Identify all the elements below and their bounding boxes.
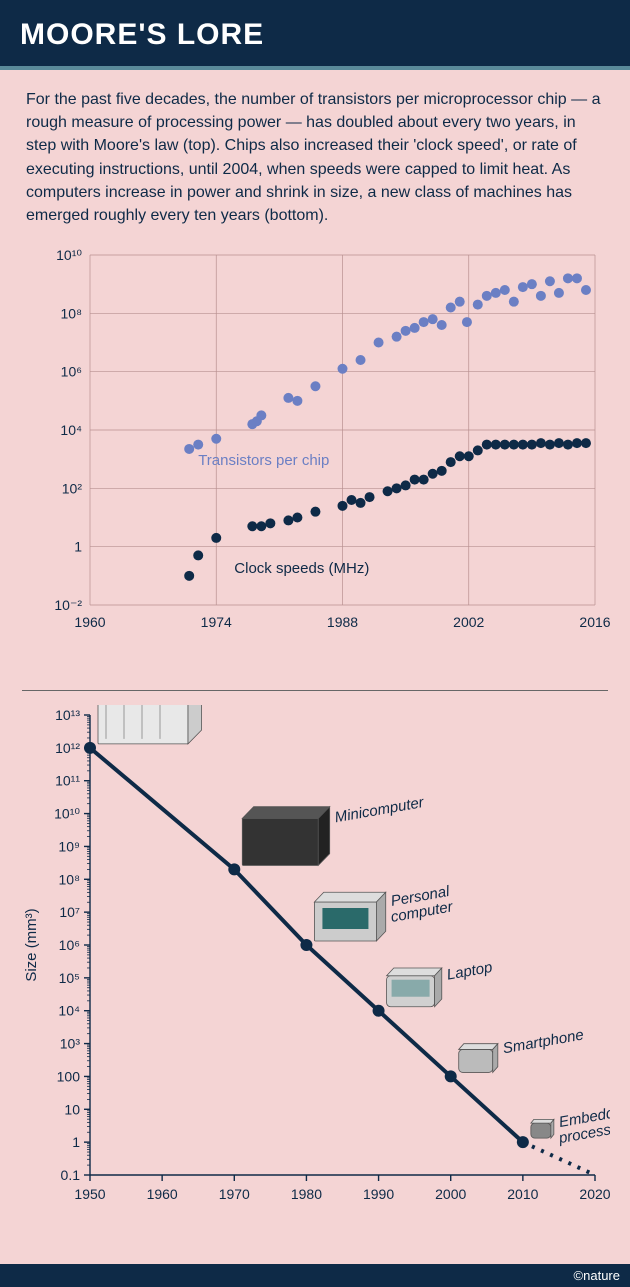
svg-text:10⁵: 10⁵ [59,970,80,986]
svg-text:1970: 1970 [219,1186,250,1202]
svg-text:Laptop: Laptop [446,959,494,984]
description: For the past five decades, the number of… [0,70,630,237]
svg-text:10⁶: 10⁶ [61,364,82,380]
svg-text:100: 100 [57,1069,81,1085]
svg-text:10⁴: 10⁴ [60,422,82,438]
title: MOORE'S LORE [20,18,610,52]
svg-text:10¹⁰: 10¹⁰ [54,806,80,822]
header: MOORE'S LORE [0,0,630,70]
svg-text:2020: 2020 [579,1186,610,1202]
svg-text:10¹³: 10¹³ [55,707,80,723]
svg-text:10⁸: 10⁸ [59,871,81,887]
infographic-container: MOORE'S LORE For the past five decades, … [0,0,630,1287]
svg-text:1960: 1960 [74,614,105,630]
svg-text:1988: 1988 [327,614,358,630]
svg-text:2000: 2000 [435,1186,466,1202]
svg-text:1980: 1980 [291,1186,322,1202]
svg-text:10⁹: 10⁹ [58,839,80,855]
svg-text:10¹²: 10¹² [55,740,80,756]
svg-text:10¹⁰: 10¹⁰ [56,247,82,263]
svg-text:Size (mm³): Size (mm³) [23,908,40,981]
credit: ©nature [574,1268,620,1283]
svg-text:0.1: 0.1 [61,1167,81,1183]
footer: ©nature [0,1264,630,1287]
svg-text:10⁴: 10⁴ [58,1003,80,1019]
chart-top: 10⁻² 1 10² 10⁴ 10⁶ 10⁸ 10¹⁰ 1960 1974 1988 2002 201… [0,237,630,684]
svg-text:10³: 10³ [60,1036,81,1052]
svg-text:1: 1 [72,1134,80,1150]
svg-text:Transistors per chip: Transistors per chip [198,452,329,469]
svg-text:1990: 1990 [363,1186,394,1202]
svg-text:10⁸: 10⁸ [61,305,83,321]
svg-text:10⁶: 10⁶ [59,937,80,953]
svg-text:2010: 2010 [507,1186,538,1202]
svg-text:Minicomputer: Minicomputer [333,794,426,827]
svg-text:Clock speeds (MHz): Clock speeds (MHz) [234,560,369,577]
svg-text:10⁻²: 10⁻² [54,597,82,613]
chart-bottom: 0.1 1 10 100 10³ 10⁴ 10⁵ 10⁶ 10⁷ 10⁸ 10⁹ 10¹⁰ 10¹¹ 10… [0,697,630,1264]
svg-text:1974: 1974 [201,614,232,630]
svg-text:Smartphone: Smartphone [502,1027,585,1058]
svg-text:10: 10 [64,1101,80,1117]
svg-text:2002: 2002 [453,614,484,630]
svg-text:2016: 2016 [579,614,610,630]
chart-divider [22,690,608,691]
svg-text:1950: 1950 [74,1186,105,1202]
svg-text:1960: 1960 [147,1186,178,1202]
svg-text:1: 1 [74,539,82,555]
svg-text:10²: 10² [62,480,83,496]
svg-text:10⁷: 10⁷ [59,904,80,920]
svg-text:10¹¹: 10¹¹ [55,773,80,789]
